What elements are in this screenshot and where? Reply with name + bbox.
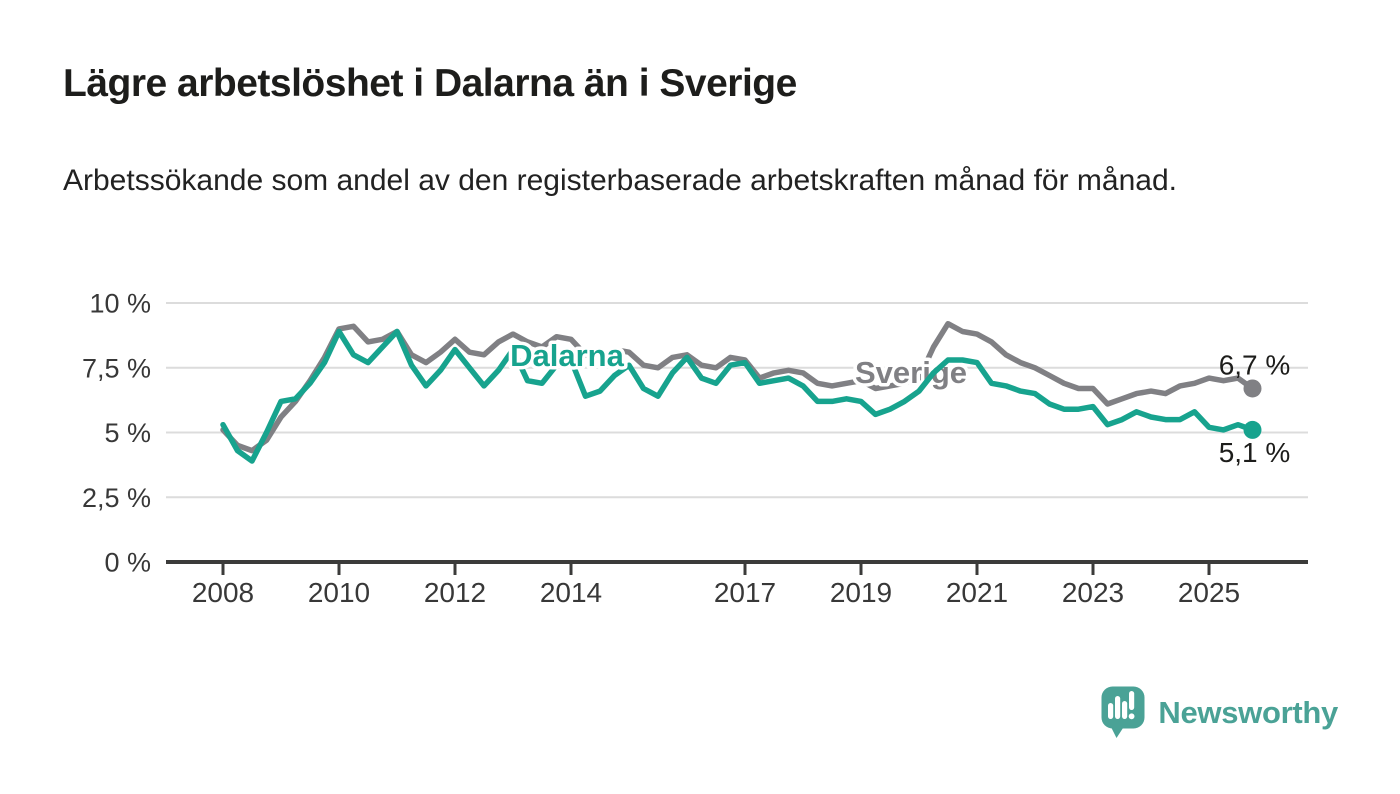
page-title: Lägre arbetslöshet i Dalarna än i Sverig… xyxy=(63,62,797,105)
dalarna-end-value-label: 5,1 % xyxy=(1219,437,1291,468)
brand-name: Newsworthy xyxy=(1158,695,1338,730)
y-axis-label: 2,5 % xyxy=(82,483,151,513)
x-axis-label: 2010 xyxy=(308,577,370,608)
x-axis-label: 2008 xyxy=(192,577,254,608)
x-axis-label: 2012 xyxy=(424,577,486,608)
y-axis-label: 0 % xyxy=(104,548,151,578)
x-axis-label: 2023 xyxy=(1062,577,1124,608)
y-axis-label: 10 % xyxy=(89,289,151,319)
y-axis-label: 7,5 % xyxy=(82,353,151,383)
x-axis-label: 2019 xyxy=(830,577,892,608)
sverige-end-value-label: 6,7 % xyxy=(1219,349,1291,380)
dalarna-end-dot xyxy=(1243,420,1262,439)
y-axis-label: 5 % xyxy=(104,418,151,448)
sverige-end-dot xyxy=(1243,379,1262,398)
dalarna-line xyxy=(220,328,1256,464)
newsworthy-logo-icon xyxy=(1101,686,1145,738)
x-axis-label: 2017 xyxy=(714,577,776,608)
x-axis-label: 2025 xyxy=(1178,577,1240,608)
dalarna-series-label: Dalarna xyxy=(510,338,624,373)
x-axis-label: 2021 xyxy=(946,577,1008,608)
x-axis-label: 2014 xyxy=(540,577,602,608)
page-subtitle: Arbetssökande som andel av den registerb… xyxy=(63,164,1177,197)
newsworthy-branding: Newsworthy xyxy=(1101,686,1338,740)
